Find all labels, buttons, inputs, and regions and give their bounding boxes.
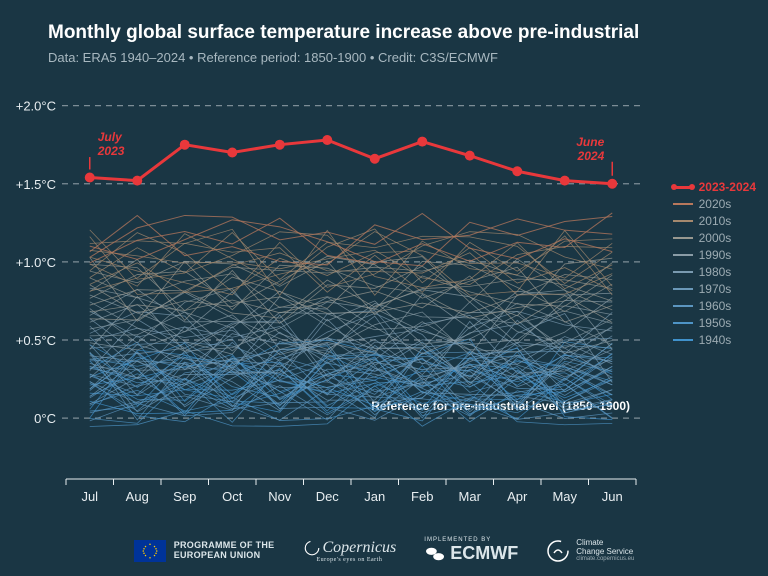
- legend-item: 1960s: [673, 299, 756, 313]
- legend-item: 1980s: [673, 265, 756, 279]
- legend-item: 1940s: [673, 333, 756, 347]
- svg-text:Nov: Nov: [268, 489, 292, 504]
- svg-text:Jan: Jan: [364, 489, 385, 504]
- svg-text:Sep: Sep: [173, 489, 196, 504]
- copernicus-logo: Copernicus Europe's eyes on Earth: [303, 539, 397, 563]
- ccs-icon: [546, 539, 570, 563]
- svg-text:2023: 2023: [97, 144, 125, 158]
- svg-text:May: May: [552, 489, 577, 504]
- legend-item: 1970s: [673, 282, 756, 296]
- copernicus-icon: [303, 539, 321, 557]
- svg-text:June: June: [576, 135, 604, 149]
- footer-logos: PROGRAMME OF THEEUROPEAN UNION Copernicu…: [0, 537, 768, 564]
- svg-text:Feb: Feb: [411, 489, 433, 504]
- svg-text:Oct: Oct: [222, 489, 243, 504]
- eu-flag-icon: [134, 540, 166, 562]
- svg-text:+1.5°C: +1.5°C: [16, 177, 56, 192]
- legend-item: 2023-2024: [673, 180, 756, 194]
- svg-text:Mar: Mar: [459, 489, 482, 504]
- legend: 2023-2024 2020s 2010s 2000s 1990s 1980s 1970s 1…: [673, 180, 756, 350]
- svg-text:Aug: Aug: [126, 489, 149, 504]
- ccs-label: ClimateChange Service: [576, 539, 634, 557]
- svg-text:Jul: Jul: [81, 489, 98, 504]
- ecmwf-icon: [424, 545, 446, 563]
- svg-text:Jun: Jun: [602, 489, 623, 504]
- eu-programme: PROGRAMME OF THEEUROPEAN UNION: [134, 540, 275, 562]
- svg-text:Dec: Dec: [316, 489, 340, 504]
- svg-text:+1.0°C: +1.0°C: [16, 255, 56, 270]
- svg-text:+2.0°C: +2.0°C: [16, 99, 56, 114]
- copernicus-tagline: Europe's eyes on Earth: [316, 557, 382, 563]
- chart-area: 0°C +0.5°C +1.0°C +1.5°C +2.0°C Jul Aug Sep Oct N…: [0, 0, 768, 525]
- ecmwf-logo: IMPLEMENTED BY ECMWF: [424, 537, 518, 564]
- legend-item: 2020s: [673, 197, 756, 211]
- legend-item: 2000s: [673, 231, 756, 245]
- climate-change-service: ClimateChange Service climate.copernicus…: [546, 539, 634, 563]
- svg-text:0°C: 0°C: [34, 411, 56, 426]
- ccs-url: climate.copernicus.eu: [576, 556, 634, 562]
- svg-text:+0.5°C: +0.5°C: [16, 333, 56, 348]
- legend-item: 2010s: [673, 214, 756, 228]
- eu-programme-label: PROGRAMME OF THEEUROPEAN UNION: [174, 541, 275, 561]
- legend-item: 1950s: [673, 316, 756, 330]
- svg-text:Apr: Apr: [507, 489, 528, 504]
- svg-text:2024: 2024: [577, 149, 605, 163]
- legend-item: 1990s: [673, 248, 756, 262]
- svg-text:July: July: [98, 130, 123, 144]
